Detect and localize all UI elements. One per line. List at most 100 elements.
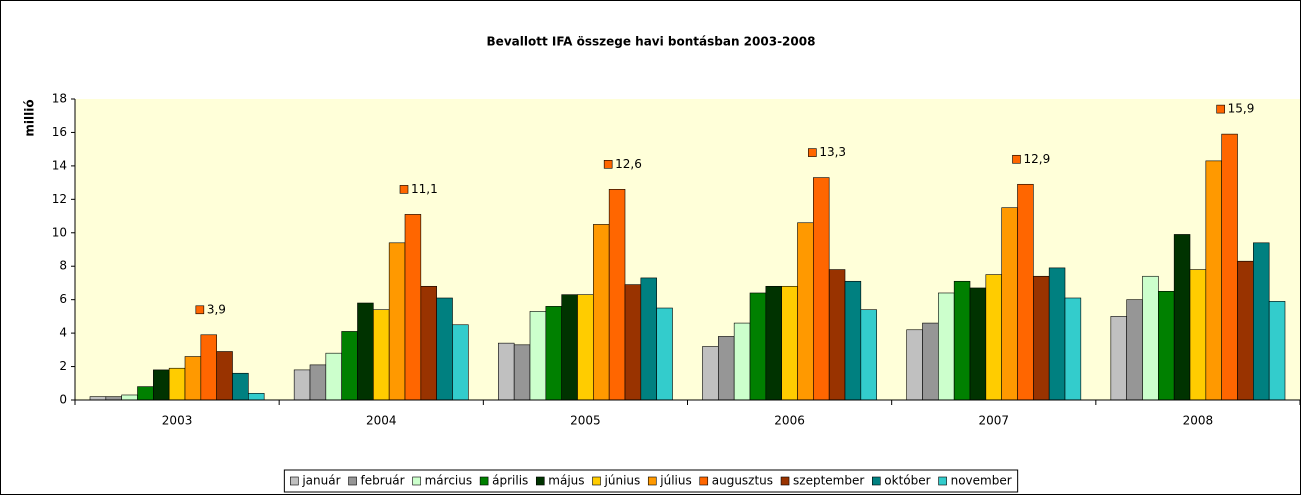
bar xyxy=(121,394,138,401)
bar xyxy=(513,344,531,401)
legend-key xyxy=(938,476,947,486)
legend-key xyxy=(412,476,421,486)
bar xyxy=(733,322,751,401)
y-tick-label: 6 xyxy=(59,292,67,306)
x-tick-label: 2005 xyxy=(570,414,601,428)
legend-label: március xyxy=(425,474,473,488)
bar xyxy=(1158,291,1175,401)
bar xyxy=(1189,269,1207,401)
bar xyxy=(200,334,217,401)
bar xyxy=(373,309,390,401)
bar xyxy=(1268,301,1286,401)
legend-label: május xyxy=(548,474,584,488)
bar xyxy=(1205,160,1222,401)
bar xyxy=(938,292,955,401)
bar xyxy=(498,342,515,401)
bar xyxy=(985,274,1002,401)
bar xyxy=(388,242,406,401)
legend-label: január xyxy=(301,474,340,488)
bar xyxy=(922,322,939,401)
bar xyxy=(624,284,642,401)
bar xyxy=(702,346,719,401)
bar xyxy=(1253,242,1270,401)
y-tick-label: 2 xyxy=(59,359,67,373)
bar xyxy=(1110,316,1127,401)
label-key xyxy=(1216,104,1225,114)
y-tick-label: 8 xyxy=(59,259,67,273)
label-key xyxy=(808,148,817,157)
data-label: 3,9 xyxy=(207,302,226,316)
bar xyxy=(1173,234,1191,401)
legend-label: november xyxy=(951,474,1012,488)
plot-area xyxy=(75,99,1300,400)
legend-key xyxy=(872,476,881,486)
data-label: 15,9 xyxy=(1228,102,1255,116)
bar xyxy=(404,214,422,401)
bar xyxy=(420,285,437,401)
legend-label: július xyxy=(659,474,691,488)
label-key xyxy=(399,185,409,194)
bar xyxy=(529,311,547,401)
y-tick-label: 12 xyxy=(52,192,67,206)
legend-key xyxy=(647,476,657,486)
chart-title: Bevallott IFA összege havi bontásban 200… xyxy=(487,35,816,49)
legend-key xyxy=(348,476,357,486)
x-tick-label: 2003 xyxy=(162,414,193,428)
bar xyxy=(1017,183,1034,401)
bar xyxy=(608,189,626,401)
bar xyxy=(828,269,846,401)
bar xyxy=(232,372,249,401)
data-label: 12,6 xyxy=(615,157,642,171)
bar xyxy=(325,352,342,401)
legend-label: február xyxy=(361,474,405,488)
bar xyxy=(813,177,830,401)
legend-label: április xyxy=(492,474,528,488)
legend-key xyxy=(592,476,601,486)
legend: január február március április május június jú… xyxy=(283,469,1019,493)
legend-label: augusztus xyxy=(712,474,773,488)
bar xyxy=(1064,297,1082,401)
bar xyxy=(1221,133,1238,401)
bar xyxy=(797,222,814,401)
label-key xyxy=(195,305,205,315)
bar xyxy=(184,356,202,401)
y-tick-label: 4 xyxy=(59,326,67,340)
bar xyxy=(906,329,923,401)
bar xyxy=(593,224,610,401)
x-tick-label: 2007 xyxy=(978,414,1009,428)
bar xyxy=(577,294,594,401)
bar xyxy=(153,369,170,401)
bar xyxy=(640,277,657,401)
label-key xyxy=(1012,154,1021,164)
bar xyxy=(341,331,358,401)
label-key xyxy=(603,160,613,169)
legend-label: június xyxy=(604,474,641,488)
data-label: 11,1 xyxy=(411,182,438,196)
y-tick-label: 14 xyxy=(52,158,67,172)
data-label: 12,9 xyxy=(1024,152,1051,166)
bar xyxy=(749,292,767,401)
bar xyxy=(216,351,233,401)
bar xyxy=(89,396,107,401)
bar xyxy=(293,369,311,401)
bar xyxy=(545,306,562,401)
legend-key xyxy=(535,476,545,486)
bar xyxy=(105,396,122,401)
bar xyxy=(357,302,374,401)
bar xyxy=(168,367,186,401)
x-tick-label: 2004 xyxy=(366,414,397,428)
bar xyxy=(1126,299,1143,401)
bar xyxy=(436,297,453,401)
bar xyxy=(765,285,782,401)
bar xyxy=(452,324,469,401)
bar xyxy=(137,386,154,401)
legend-label: október xyxy=(884,474,930,488)
bar xyxy=(309,364,327,401)
y-tick-label: 10 xyxy=(52,225,67,239)
legend-key xyxy=(479,476,489,486)
bar xyxy=(1048,267,1066,401)
x-tick-label: 2006 xyxy=(774,414,805,428)
y-tick-label: 18 xyxy=(52,92,67,106)
y-tick-label: 0 xyxy=(59,393,67,407)
